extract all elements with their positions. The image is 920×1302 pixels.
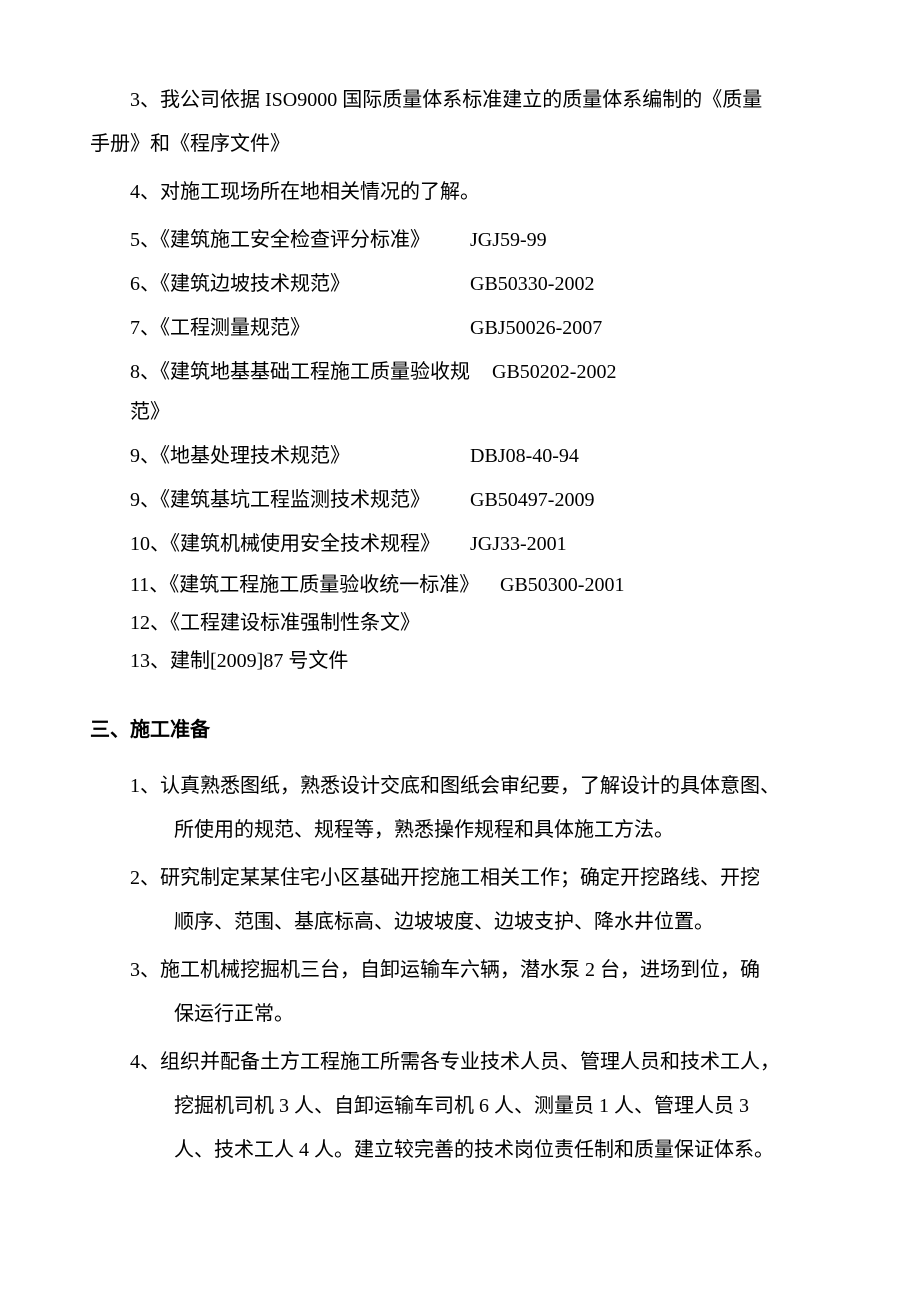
document-body: 3、我公司依据 ISO9000 国际质量体系标准建立的质量体系编制的《质量 手册… [90,80,830,1170]
standard-6-code: GB50330-2002 [470,264,594,304]
standard-10-label: 10、《建筑机械使用安全技术规程》 [130,524,470,564]
standard-6-label: 6、《建筑边坡技术规范》 [130,264,470,304]
standard-7-code: GBJ50026-2007 [470,308,602,348]
prep-1-line1: 1、认真熟悉图纸，熟悉设计交底和图纸会审纪要，了解设计的具体意图、 [90,766,830,806]
standard-11-code: GB50300-2001 [500,568,624,602]
item-12: 12、《工程建设标准强制性条文》 [90,606,830,640]
standard-9b: 9、《建筑基坑工程监测技术规范》 GB50497-2009 [90,480,830,520]
standard-9b-label: 9、《建筑基坑工程监测技术规范》 [130,480,470,520]
standard-5: 5、《建筑施工安全检查评分标准》 JGJ59-99 [90,220,830,260]
prep-2-line1: 2、研究制定某某住宅小区基础开挖施工相关工作；确定开挖路线、开挖 [90,858,830,898]
standard-8-code: GB50202-2002 [492,352,616,432]
standard-9-label: 9、《地基处理技术规范》 [130,436,470,476]
prep-1-line2: 所使用的规范、规程等，熟悉操作规程和具体施工方法。 [90,810,830,850]
standard-8-label: 8、《建筑地基基础工程施工质量验收规范》 [130,352,492,432]
standard-11: 11、《建筑工程施工质量验收统一标准》 GB50300-2001 [90,568,830,602]
standard-5-label: 5、《建筑施工安全检查评分标准》 [130,220,470,260]
standard-9: 9、《地基处理技术规范》 DBJ08-40-94 [90,436,830,476]
prep-2-line2: 顺序、范围、基底标高、边坡坡度、边坡支护、降水井位置。 [90,902,830,942]
standard-10-code: JGJ33-2001 [470,524,567,564]
standard-6: 6、《建筑边坡技术规范》 GB50330-2002 [90,264,830,304]
prep-4-line2: 挖掘机司机 3 人、自卸运输车司机 6 人、测量员 1 人、管理人员 3 [90,1086,830,1126]
prep-4-line3: 人、技术工人 4 人。建立较完善的技术岗位责任制和质量保证体系。 [90,1130,830,1170]
item-4: 4、对施工现场所在地相关情况的了解。 [90,172,830,212]
item-13: 13、建制[2009]87 号文件 [90,644,830,678]
prep-3-line2: 保运行正常。 [90,994,830,1034]
standard-8: 8、《建筑地基基础工程施工质量验收规范》 GB50202-2002 [90,352,830,432]
prep-4-line1: 4、组织并配备土方工程施工所需各专业技术人员、管理人员和技术工人， [90,1042,830,1082]
standard-9-code: DBJ08-40-94 [470,436,579,476]
item-3-line1: 3、我公司依据 ISO9000 国际质量体系标准建立的质量体系编制的《质量 [90,80,830,120]
standard-10: 10、《建筑机械使用安全技术规程》 JGJ33-2001 [90,524,830,564]
standard-7-label: 7、《工程测量规范》 [130,308,470,348]
section-3-heading: 三、施工准备 [90,710,830,750]
prep-3-line1: 3、施工机械挖掘机三台，自卸运输车六辆，潜水泵 2 台，进场到位，确 [90,950,830,990]
standard-5-code: JGJ59-99 [470,220,547,260]
standard-9b-code: GB50497-2009 [470,480,594,520]
item-3-line2: 手册》和《程序文件》 [90,124,830,164]
standard-11-label: 11、《建筑工程施工质量验收统一标准》 [130,568,500,602]
standard-7: 7、《工程测量规范》 GBJ50026-2007 [90,308,830,348]
